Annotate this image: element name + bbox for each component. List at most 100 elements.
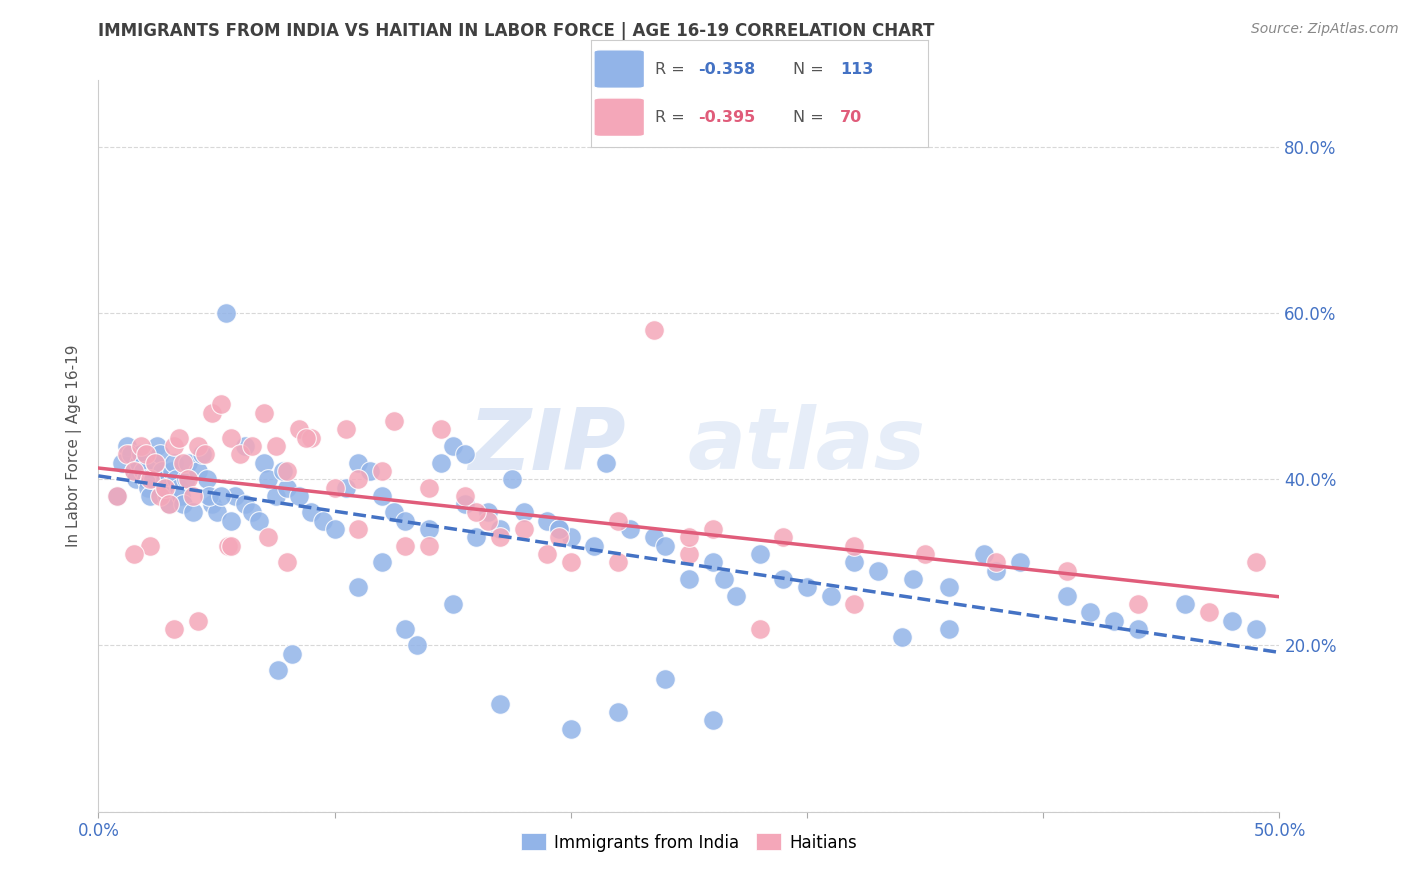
Point (240, 506, 263, 520)
Point (163, 622, 186, 636)
Point (418, 539, 440, 553)
Point (136, 481, 159, 495)
Point (209, 489, 232, 503)
Point (477, 514, 499, 528)
Point (844, 539, 866, 553)
Point (247, 514, 270, 528)
Point (198, 489, 221, 503)
Point (201, 497, 224, 511)
Point (607, 514, 630, 528)
Point (299, 431, 322, 445)
Point (281, 647, 304, 661)
Point (153, 472, 176, 486)
Text: Source: ZipAtlas.com: Source: ZipAtlas.com (1251, 22, 1399, 37)
Point (194, 447, 217, 461)
Point (347, 522, 370, 536)
Point (150, 464, 173, 478)
Point (359, 464, 381, 478)
Point (536, 514, 558, 528)
Point (678, 547, 700, 561)
Point (187, 439, 209, 453)
Text: N =: N = (793, 110, 830, 125)
Point (167, 481, 190, 495)
Point (560, 530, 582, 544)
FancyBboxPatch shape (593, 50, 644, 88)
Point (174, 472, 197, 486)
Point (418, 481, 440, 495)
Point (984, 564, 1007, 578)
Point (111, 456, 134, 470)
Point (430, 422, 453, 436)
Point (702, 555, 724, 569)
Point (122, 547, 145, 561)
Text: N =: N = (793, 62, 830, 77)
Point (382, 414, 405, 428)
Point (903, 572, 925, 586)
Point (229, 447, 252, 461)
Point (938, 622, 960, 636)
Point (156, 489, 179, 503)
Point (441, 597, 464, 611)
Point (240, 439, 263, 453)
Point (170, 489, 193, 503)
Point (1126, 597, 1149, 611)
Point (489, 522, 512, 536)
Point (512, 522, 534, 536)
Point (323, 481, 346, 495)
Point (115, 439, 138, 453)
Point (595, 456, 617, 470)
Point (1008, 555, 1031, 569)
Point (371, 555, 394, 569)
Point (1174, 597, 1197, 611)
Point (441, 439, 464, 453)
Point (335, 481, 357, 495)
Text: atlas: atlas (688, 404, 927, 488)
Point (139, 489, 162, 503)
Point (678, 530, 700, 544)
Point (1244, 555, 1267, 569)
Point (371, 464, 394, 478)
Point (163, 456, 186, 470)
Point (984, 555, 1007, 569)
Point (233, 497, 256, 511)
Point (276, 481, 298, 495)
Point (219, 514, 242, 528)
Point (844, 555, 866, 569)
Point (619, 522, 641, 536)
Point (772, 572, 794, 586)
Point (347, 580, 370, 594)
Point (149, 489, 172, 503)
Point (453, 447, 475, 461)
Point (702, 714, 724, 728)
Point (219, 431, 242, 445)
Point (267, 664, 290, 678)
Point (844, 597, 866, 611)
Point (938, 580, 960, 594)
Point (122, 464, 145, 478)
Point (115, 447, 138, 461)
Point (177, 472, 200, 486)
Point (135, 472, 157, 486)
Point (172, 456, 194, 470)
Point (772, 530, 794, 544)
Point (654, 672, 676, 686)
Point (748, 622, 770, 636)
Point (643, 323, 665, 337)
Point (335, 422, 357, 436)
Point (181, 506, 204, 520)
Point (583, 539, 606, 553)
Point (713, 572, 735, 586)
Point (465, 530, 488, 544)
Point (453, 497, 475, 511)
Text: -0.395: -0.395 (699, 110, 756, 125)
Point (371, 489, 394, 503)
Point (866, 564, 889, 578)
Text: -0.358: -0.358 (699, 62, 756, 77)
Point (1244, 622, 1267, 636)
Point (146, 439, 169, 453)
Point (607, 555, 630, 569)
Legend: Immigrants from India, Haitians: Immigrants from India, Haitians (515, 827, 863, 858)
Point (1080, 605, 1102, 619)
Text: ZIP: ZIP (468, 404, 626, 488)
Point (1220, 614, 1243, 628)
